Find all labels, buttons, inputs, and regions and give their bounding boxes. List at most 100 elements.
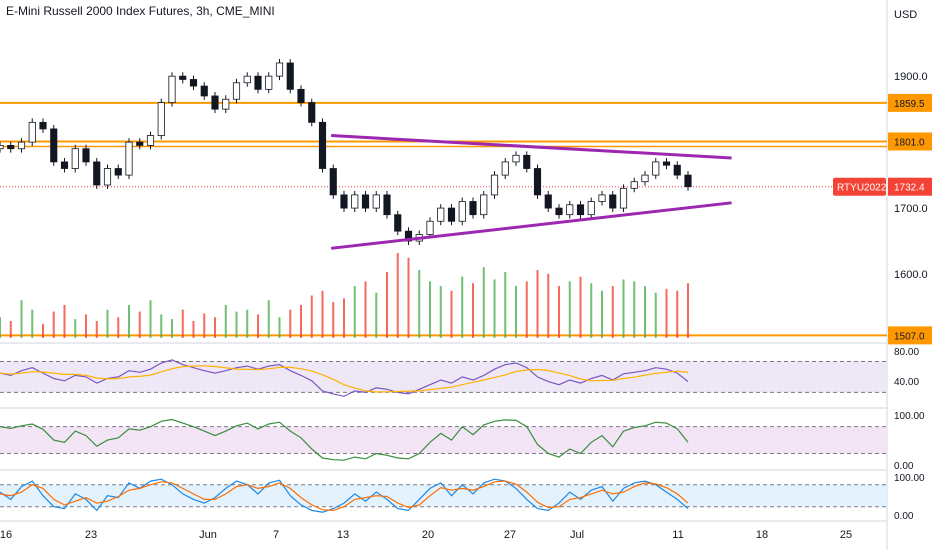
- triangle-upper-line: [331, 134, 732, 160]
- candle-body: [480, 194, 488, 216]
- candle-body: [243, 75, 251, 84]
- volume-bar: [611, 286, 614, 338]
- volume-bar: [332, 302, 335, 338]
- candle-body: [555, 207, 563, 216]
- candle-body: [361, 194, 370, 209]
- candle-body: [609, 194, 617, 209]
- osc-tick-label: 0.00: [894, 461, 914, 472]
- candle-body: [512, 154, 520, 163]
- candle-body: [684, 174, 692, 188]
- volume-bar: [601, 290, 603, 338]
- candle-body: [447, 207, 456, 222]
- candle-body: [286, 62, 294, 90]
- rsi-pane: [0, 359, 887, 397]
- volume-bar: [138, 311, 141, 338]
- candle-body: [426, 220, 434, 235]
- volume-bar: [579, 276, 582, 338]
- volume-bar: [472, 283, 474, 338]
- candle-body: [275, 62, 284, 77]
- volume-bar: [149, 300, 152, 338]
- indicator-band: [0, 484, 887, 507]
- volume-bar: [278, 317, 281, 338]
- volume-bar: [321, 290, 324, 338]
- time-tick-label: 16: [0, 529, 12, 541]
- candle-body: [544, 194, 552, 209]
- candle-body: [533, 168, 542, 196]
- candle-body: [437, 207, 445, 222]
- candle-body: [7, 145, 15, 150]
- candle-body: [523, 154, 531, 169]
- level-price-tag: [888, 93, 932, 112]
- volume-bar: [42, 323, 44, 338]
- candle-body: [630, 181, 638, 189]
- volume-bar: [375, 292, 378, 338]
- candle-body: [254, 75, 262, 90]
- volume-bar: [590, 283, 593, 338]
- volume-bar: [0, 317, 1, 338]
- candle-body: [469, 201, 477, 216]
- candle-body: [576, 204, 585, 216]
- candle-body: [598, 194, 606, 202]
- candle-body: [125, 141, 133, 176]
- volume-bar: [644, 286, 646, 338]
- candlestick-series: [0, 59, 692, 246]
- candle-body: [136, 141, 144, 146]
- candle-body: [652, 161, 660, 176]
- volume-bar: [515, 286, 517, 338]
- candle-body: [340, 194, 348, 209]
- volume-bar: [450, 290, 453, 338]
- volume-bar: [364, 281, 367, 338]
- price-tick-label: 1900.0: [894, 71, 928, 83]
- stochastic-pane: [0, 478, 887, 513]
- last-price-tag: [888, 177, 932, 196]
- symbol-tag: [833, 177, 886, 196]
- volume-bar: [568, 281, 571, 338]
- level-price-label: 1801.0: [894, 137, 925, 148]
- candle-body: [28, 121, 36, 143]
- volume-bar: [343, 298, 345, 338]
- pane-separators: [0, 0, 888, 550]
- volume-bar: [429, 281, 431, 338]
- time-tick-label: 25: [840, 529, 852, 541]
- price-tick-label: 1700.0: [894, 203, 928, 215]
- candle-body: [157, 102, 165, 136]
- candle-body: [404, 230, 413, 242]
- price-tick-label: 1600.0: [894, 269, 928, 281]
- osc-tick-label: 100.00: [894, 411, 925, 422]
- candle-body: [662, 161, 671, 166]
- rsi-tick-label: 80.00: [894, 347, 919, 358]
- volume-bar: [418, 270, 421, 338]
- candle-body: [39, 121, 47, 130]
- candle-body: [394, 214, 402, 232]
- volume-bar: [192, 321, 195, 338]
- volume-bar: [235, 311, 238, 338]
- candle-body: [50, 128, 58, 163]
- volume-bar: [407, 257, 410, 338]
- time-tick-label: Jul: [570, 529, 584, 541]
- candle-body: [71, 148, 79, 169]
- indicator-line: [0, 359, 689, 397]
- time-tick-label: 27: [504, 529, 516, 541]
- triangle-lower-line: [330, 201, 732, 250]
- volume-bar: [246, 309, 249, 338]
- volume-bar: [439, 286, 442, 338]
- volume-bar: [482, 267, 485, 338]
- volume-bar: [95, 321, 98, 338]
- candle-body: [168, 75, 176, 103]
- volume-bar: [31, 309, 34, 338]
- volume-bar: [128, 304, 130, 338]
- rsi-tick-label: 40.00: [894, 377, 919, 388]
- candle-body: [146, 135, 155, 146]
- volume-bar: [665, 288, 668, 338]
- currency-label: USD: [894, 9, 917, 21]
- candle-body: [189, 79, 198, 87]
- candle-body: [372, 194, 380, 209]
- indicator-band: [0, 426, 887, 454]
- volume-bar: [558, 286, 560, 338]
- time-tick-label: 11: [672, 529, 683, 541]
- candle-body: [211, 95, 219, 110]
- volume-bar: [493, 279, 496, 338]
- time-tick-label: 18: [756, 529, 768, 541]
- time-tick-label: 20: [422, 529, 434, 541]
